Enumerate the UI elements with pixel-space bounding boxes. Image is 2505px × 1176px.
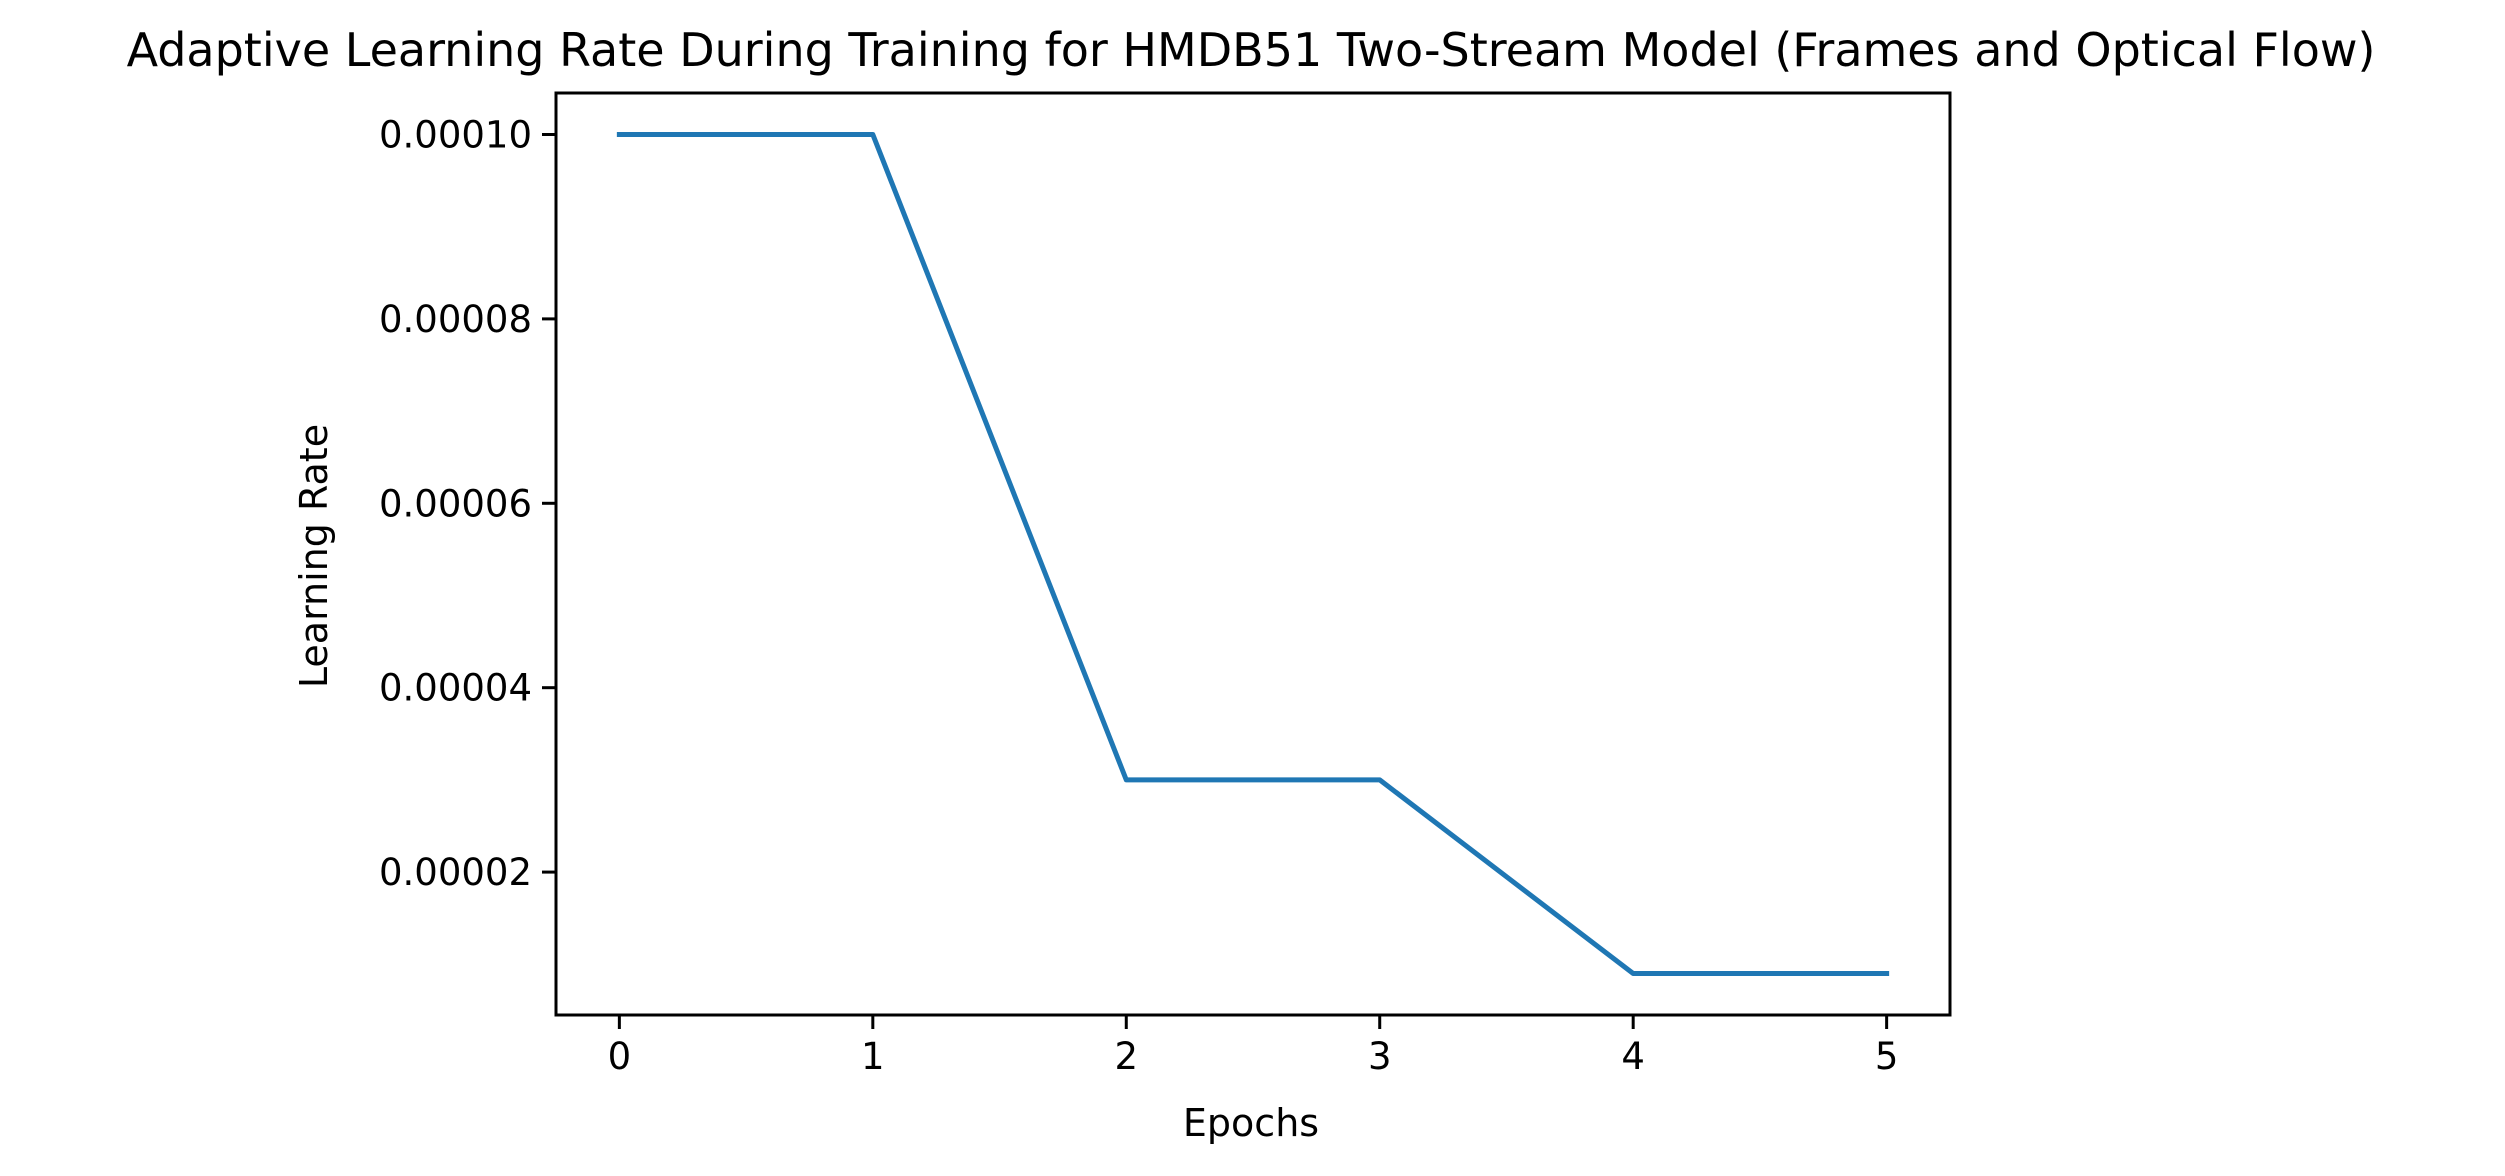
x-tick-label: 1 (861, 1035, 885, 1078)
x-tick-label: 4 (1621, 1035, 1645, 1078)
axes: 0 1 2 3 4 5 0.00002 0.00004 0.00006 0.00008 0.0001… (379, 91, 1952, 1078)
x-axis-label: Epochs (1183, 1101, 1319, 1145)
y-tick-label: 0.00010 (379, 113, 532, 156)
series-line-0 (616, 131, 1890, 977)
y-tick-label: 0.00004 (379, 667, 532, 710)
axes-frame (554, 91, 1952, 1017)
y-tick-label: 0.00008 (379, 298, 532, 341)
y-tick-label: 0.00002 (379, 851, 532, 894)
x-tick-label: 5 (1875, 1035, 1899, 1078)
chart-title: Adaptive Learning Rate During Training f… (127, 23, 2376, 77)
y-tick-label: 0.00006 (379, 482, 532, 525)
y-axis-label: Learning Rate (292, 424, 336, 688)
x-tick-label: 0 (608, 1035, 632, 1078)
x-tick-label: 2 (1114, 1035, 1138, 1078)
x-tick-label: 3 (1368, 1035, 1392, 1078)
plot-area (616, 131, 1890, 977)
